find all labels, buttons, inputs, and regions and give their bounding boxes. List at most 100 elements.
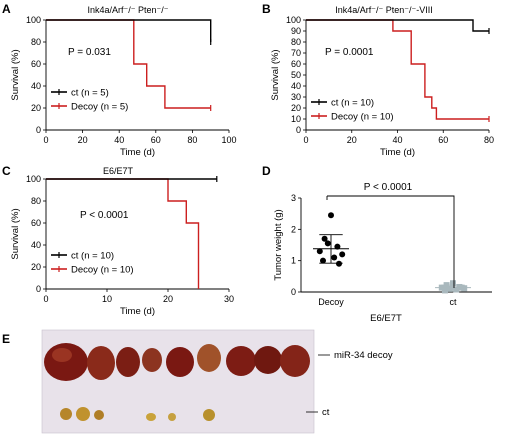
decoy-tumor bbox=[87, 346, 115, 380]
x-tick-label: 40 bbox=[114, 135, 124, 145]
x-category-label: Decoy bbox=[318, 297, 344, 307]
x-axis-label: Time (d) bbox=[120, 306, 155, 317]
decoy-tumor bbox=[166, 347, 194, 377]
ct-tumor bbox=[168, 413, 176, 421]
x-tick-label: 100 bbox=[221, 135, 236, 145]
decoy-tumor bbox=[226, 346, 256, 376]
ct-tumor bbox=[76, 407, 90, 421]
x-tick-label: 0 bbox=[43, 135, 48, 145]
survival-chart-a: 0 20 40 60 80 100 0 20 40 60 80 100 Time (d) Survival… bbox=[10, 15, 237, 158]
x-tick-label: 20 bbox=[78, 135, 88, 145]
y-axis-label: Survival (%) bbox=[10, 49, 21, 100]
y-axis-label: Survival (%) bbox=[10, 208, 21, 259]
decoy-tumor bbox=[280, 345, 310, 377]
y-tick-label: 0 bbox=[36, 125, 41, 135]
x-tick-label: 80 bbox=[187, 135, 197, 145]
y-tick-label: 60 bbox=[291, 59, 301, 69]
legend-label: ct (n = 10) bbox=[71, 251, 114, 262]
survival-curve bbox=[306, 19, 489, 120]
y-tick-label: 60 bbox=[31, 59, 41, 69]
significance-bracket bbox=[326, 195, 455, 288]
y-tick-label: 100 bbox=[26, 174, 41, 184]
panel-d-pvalue: P < 0.0001 bbox=[364, 182, 413, 193]
ct-tumor bbox=[146, 413, 156, 421]
y-tick-label: 60 bbox=[31, 218, 41, 228]
data-point bbox=[442, 287, 448, 294]
data-point bbox=[443, 282, 450, 289]
y-tick-label: 40 bbox=[31, 81, 41, 91]
panel-letter-a: A bbox=[2, 2, 11, 16]
ct-tumor bbox=[60, 408, 72, 420]
y-tick-label: 20 bbox=[291, 103, 301, 113]
data-point bbox=[321, 235, 328, 242]
data-point bbox=[438, 284, 445, 291]
x-tick-label: 30 bbox=[224, 294, 234, 304]
data-point bbox=[446, 285, 453, 292]
data-point bbox=[316, 248, 323, 255]
data-point bbox=[320, 257, 326, 264]
y-tick-label: 0 bbox=[36, 284, 41, 294]
y-tick-label: 100 bbox=[286, 15, 301, 25]
photo-label-decoy: miR-34 decoy bbox=[334, 350, 393, 361]
y-tick-label: 90 bbox=[291, 26, 301, 36]
survival-chart-c: 0 20 40 60 80 100 0 10 20 30 Time (d) Survival (%) c… bbox=[10, 174, 234, 317]
x-tick-label: 40 bbox=[392, 135, 402, 145]
ct-tumor bbox=[203, 409, 215, 421]
y-tick-label: 80 bbox=[31, 37, 41, 47]
panel-c-pvalue: P < 0.0001 bbox=[80, 210, 129, 221]
x-tick-label: 10 bbox=[102, 294, 112, 304]
y-tick-label: 40 bbox=[31, 240, 41, 250]
y-tick-label: 100 bbox=[26, 15, 41, 25]
data-point bbox=[328, 212, 334, 219]
y-tick-label: 0 bbox=[291, 287, 296, 297]
panel-d-group-label: E6/E7T bbox=[370, 313, 402, 324]
x-tick-label: 0 bbox=[303, 135, 308, 145]
x-tick-label: 60 bbox=[438, 135, 448, 145]
y-tick-label: 1 bbox=[291, 256, 296, 266]
legend-label: Decoy (n = 5) bbox=[71, 102, 128, 113]
y-axis-label: Survival (%) bbox=[270, 49, 281, 100]
legend-label: Decoy (n = 10) bbox=[331, 112, 394, 123]
legend-label: Decoy (n = 10) bbox=[71, 265, 134, 276]
legend-label: ct (n = 5) bbox=[71, 88, 109, 99]
decoy-tumor bbox=[116, 347, 140, 377]
panel-c-title: E6/E7T bbox=[103, 166, 134, 176]
decoy-tumor-row bbox=[44, 343, 310, 381]
x-axis-label: Time (d) bbox=[380, 147, 415, 158]
photo-label-ct: ct bbox=[322, 407, 330, 418]
y-tick-label: 10 bbox=[291, 114, 301, 124]
y-axis-label: Tumor weight (g) bbox=[273, 209, 284, 280]
x-axis-label: Time (d) bbox=[120, 147, 155, 158]
decoy-tumor bbox=[142, 348, 162, 372]
panel-b-pvalue: P = 0.0001 bbox=[325, 47, 374, 58]
survival-curve bbox=[306, 19, 489, 32]
x-tick-label: 80 bbox=[484, 135, 494, 145]
ct-tumor-row bbox=[60, 407, 215, 421]
survival-curve bbox=[46, 19, 212, 42]
data-point bbox=[453, 286, 460, 293]
survival-curve bbox=[46, 19, 211, 109]
panel-a-pvalue: P = 0.031 bbox=[68, 47, 111, 58]
y-tick-label: 50 bbox=[291, 70, 301, 80]
data-point bbox=[336, 260, 342, 267]
y-tick-label: 80 bbox=[291, 37, 301, 47]
panel-letter-d: D bbox=[262, 164, 271, 178]
panel-letter-c: C bbox=[2, 164, 11, 178]
y-tick-label: 70 bbox=[291, 48, 301, 58]
tumor-photo bbox=[41, 329, 315, 434]
x-tick-label: 60 bbox=[151, 135, 161, 145]
legend-label: ct (n = 10) bbox=[331, 98, 374, 109]
y-tick-label: 20 bbox=[31, 262, 41, 272]
y-tick-label: 40 bbox=[291, 81, 301, 91]
panel-a-title: Ink4a/Arf⁻/⁻ Pten⁻/⁻ bbox=[87, 5, 168, 15]
tumor-weight-chart: 0 1 2 3 Tumor weight (g) Decoy ct bbox=[273, 193, 492, 307]
y-tick-label: 0 bbox=[296, 125, 301, 135]
x-tick-label: 20 bbox=[347, 135, 357, 145]
y-tick-label: 3 bbox=[291, 193, 296, 203]
x-tick-label: 20 bbox=[163, 294, 173, 304]
data-point bbox=[324, 240, 331, 247]
panel-letter-e: E bbox=[2, 332, 10, 346]
y-tick-label: 20 bbox=[31, 103, 41, 113]
data-point bbox=[450, 280, 456, 287]
